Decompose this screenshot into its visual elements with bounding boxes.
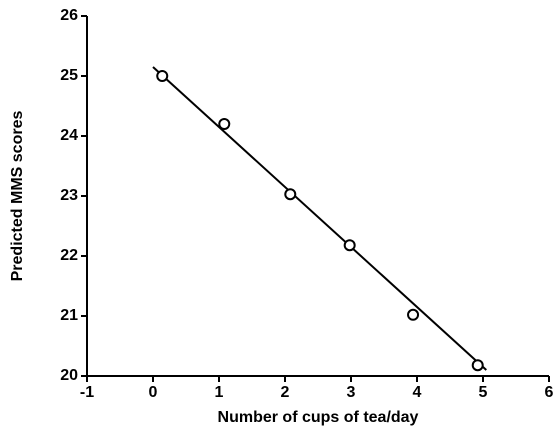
fit-line [152,66,487,371]
x-tick-label: 3 [347,384,356,401]
x-tick-label: 5 [479,384,488,401]
x-tick-label: 6 [545,384,554,401]
data-point [407,308,420,321]
y-tick-label: 20 [60,367,78,384]
data-point [471,359,484,372]
data-point [343,239,356,252]
y-axis-label: Predicted MMS scores [9,111,26,282]
y-tick-label: 24 [60,127,78,144]
x-axis-label: Number of cups of tea/day [218,409,419,426]
y-tick-label: 22 [60,247,78,264]
x-tick-label: 1 [215,384,224,401]
x-tick-label: 2 [281,384,290,401]
x-tick-label: -1 [80,384,94,401]
data-point [218,118,231,130]
y-tick-label: 21 [60,307,78,324]
data-point [156,70,169,82]
x-tick-label: 0 [149,384,158,401]
y-tick-label: 25 [60,67,78,84]
x-tick-label: 4 [413,384,422,401]
data-point [284,188,297,201]
y-tick-label: 23 [60,187,78,204]
y-tick-label: 26 [60,7,78,24]
